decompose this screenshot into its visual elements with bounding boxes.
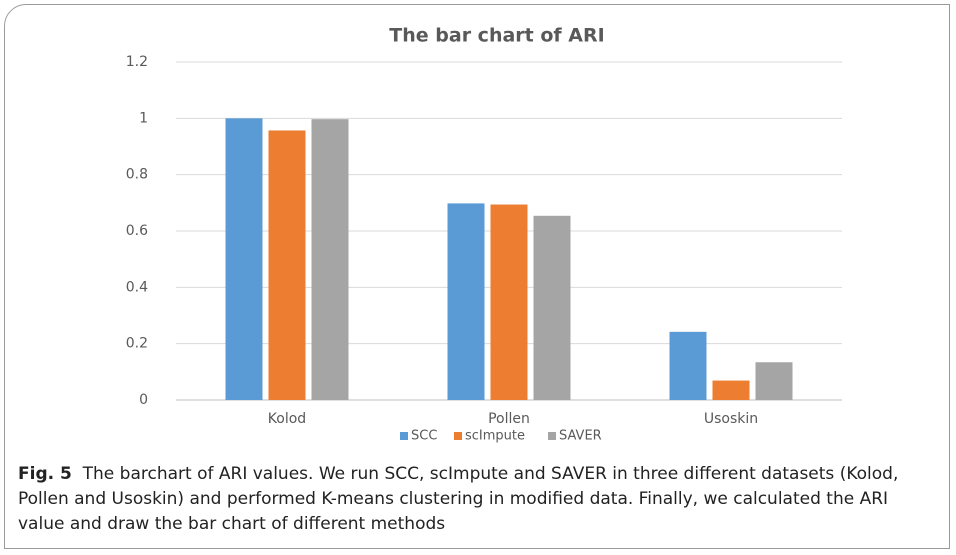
- bar: [712, 380, 750, 400]
- legend-label: scImpute: [465, 429, 525, 444]
- y-tick-label: 0.6: [126, 223, 148, 239]
- legend-label: SAVER: [559, 429, 602, 444]
- bar: [669, 331, 707, 400]
- figure-frame: [4, 4, 950, 549]
- y-tick-label: 0.4: [126, 279, 148, 295]
- bar: [225, 118, 263, 400]
- x-tick-label: Kolod: [268, 411, 306, 427]
- legend-swatch: [454, 432, 462, 440]
- bar: [755, 362, 793, 400]
- x-tick-label: Pollen: [488, 411, 530, 427]
- y-tick-label: 0: [139, 392, 148, 408]
- bar: [490, 204, 528, 400]
- legend-label: SCC: [411, 429, 437, 444]
- y-tick-label: 1: [139, 110, 148, 126]
- chart-title: The bar chart of ARI: [389, 25, 604, 47]
- y-tick-label: 0.8: [126, 167, 148, 183]
- legend-swatch: [400, 432, 408, 440]
- bar: [311, 119, 349, 400]
- caption: Fig. 5 The barchart of ARI values. We ru…: [18, 462, 938, 537]
- y-tick-label: 1.2: [126, 54, 148, 70]
- bar: [447, 203, 485, 400]
- bar: [268, 130, 306, 400]
- x-tick-label: Usoskin: [704, 411, 758, 427]
- chart: The bar chart of ARI 0 0.2 0.4 0.6 0.8 1 1.2 Ko…: [126, 25, 842, 444]
- legend-swatch: [548, 432, 556, 440]
- y-tick-label: 0.2: [126, 336, 148, 352]
- bar: [533, 215, 571, 400]
- caption-label: Fig. 5: [18, 464, 72, 484]
- caption-text: The barchart of ARI values. We run SCC, …: [18, 464, 899, 534]
